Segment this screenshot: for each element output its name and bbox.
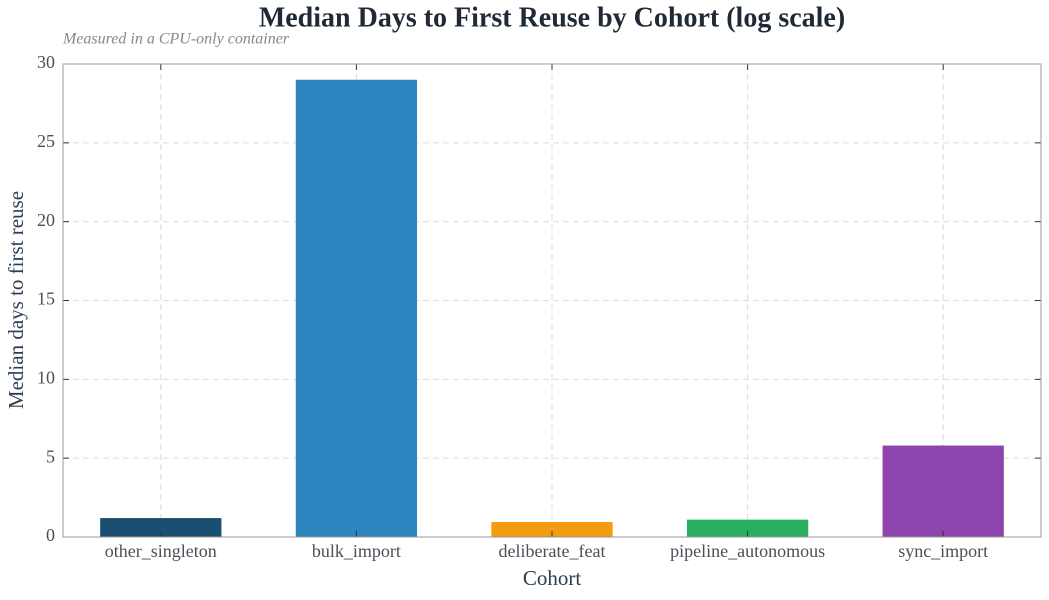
y-tick-label: 5 [46,446,55,466]
x-tick-label: sync_import [898,541,988,561]
plot-frame [62,63,1042,538]
x-tick-label: other_singleton [105,541,217,561]
x-tick-label: bulk_import [312,541,401,561]
bar [686,519,809,537]
x-tick-label: deliberate_feat [499,541,606,561]
y-tick-label: 0 [46,525,55,545]
chart-subtitle: Measured in a CPU-only container [62,31,290,48]
bar [882,445,1004,537]
y-tick-label: 25 [37,131,55,151]
x-axis-label: Cohort [523,566,582,590]
y-tick-label: 10 [37,367,55,387]
y-axis-label: Median days to first reuse [4,191,28,409]
bar [295,79,418,538]
chart-title: Median Days to First Reuse by Cohort (lo… [259,2,845,33]
y-tick-label: 15 [37,289,55,309]
y-tick-label: 30 [37,52,55,72]
y-tick-label: 20 [37,210,55,230]
bar [100,518,222,537]
x-tick-label: pipeline_autonomous [670,541,825,561]
bar [491,522,613,537]
